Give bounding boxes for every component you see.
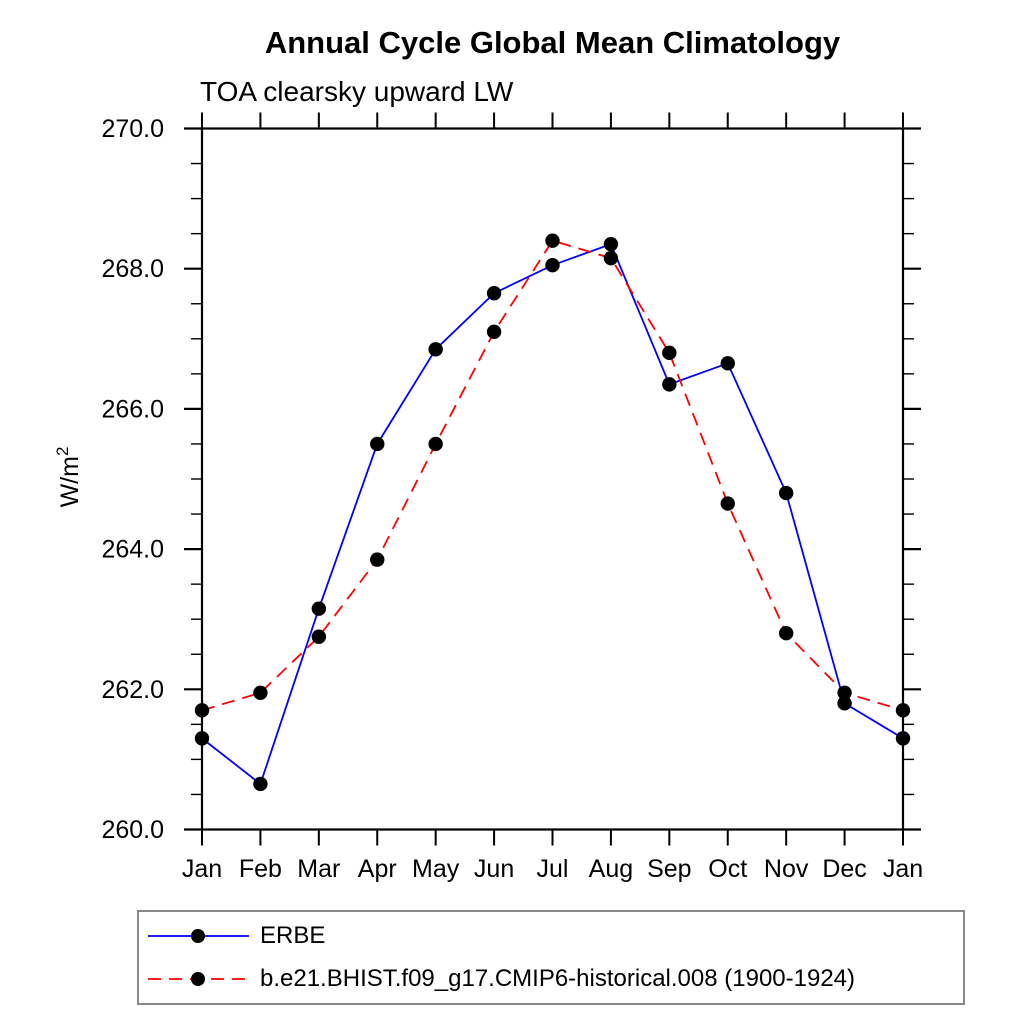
x-tick-label: Nov [764,855,809,883]
y-tick-label: 264.0 [101,536,164,564]
data-point-dot [194,731,210,746]
legend-label-erbe: ERBE [260,922,326,949]
data-point-dot [486,286,502,301]
x-tick-label: Jun [474,855,514,883]
data-point-dot [837,685,852,701]
data-point-dot [720,496,735,511]
x-tick-label: Jul [537,855,569,883]
y-tick-labels: 260.0 262.0 264.0 266.0 268.0 270.0 [101,115,164,844]
y-tick-label: 262.0 [101,676,164,704]
x-tick-labels: Jan Feb Mar Apr May Jun Jul Aug Sep Oct Nov Dec Jan [182,855,923,883]
data-point-dot [778,626,794,641]
x-tick-label: Oct [708,855,747,883]
data-point-dot [895,731,911,746]
x-tick-label: May [412,855,460,883]
series-markers-erbe [194,236,911,792]
legend-label-model: b.e21.BHIST.f09_g17.CMIP6-historical.008… [260,965,856,992]
data-point-dot [720,356,735,371]
data-point-dot [603,250,619,266]
data-point-dot [662,345,677,361]
data-point-dot [428,436,443,452]
x-tick-label: Jan [182,855,222,883]
x-tick-label: Sep [647,855,691,883]
x-axis-ticks [201,112,904,846]
legend-line-sample-solid [148,929,249,943]
data-point-dot [778,485,794,501]
x-tick-label: Jan [883,855,923,883]
x-tick-label: Aug [589,855,633,883]
series-markers-model [194,233,911,718]
x-tick-label: Feb [239,855,282,883]
y-tick-label: 268.0 [101,255,164,283]
y-axis-ticks [184,127,921,831]
y-tick-label: 266.0 [101,395,164,423]
y-axis-title: W/m2 [53,447,84,508]
data-point-dot [370,436,385,452]
data-point-dot [428,342,443,357]
data-point-dot [311,601,327,616]
chart-subtitle: TOA clearsky upward LW [200,76,514,107]
data-point-dot [603,236,619,252]
data-point-dot [545,233,560,248]
data-point-dot [895,703,911,718]
legend-item-erbe: ERBE [139,915,963,958]
series-line-erbe [201,243,904,786]
data-point-dot [662,377,677,392]
legend-item-model: b.e21.BHIST.f09_g17.CMIP6-historical.008… [139,958,963,1001]
series-line-model [201,239,904,712]
data-point-dot [545,257,560,273]
y-tick-label: 260.0 [101,816,164,844]
y-tick-label: 270.0 [101,115,164,143]
legend-marker-dot [191,972,205,986]
legend: ERBE b.e21.BHIST.f09_g17.CMIP6-historica… [137,910,965,1005]
x-tick-label: Apr [358,855,397,883]
data-point-dot [486,324,502,339]
data-point-dot [194,703,210,718]
data-point-dot [253,685,268,701]
y-axis-title-text: W/m2 [53,447,84,508]
x-tick-label: Dec [822,855,866,883]
data-point-dot [253,776,268,792]
legend-line-sample-dashed [148,972,249,986]
x-tick-label: Mar [297,855,340,883]
legend-marker-dot [191,929,205,943]
data-point-dot [311,629,327,644]
data-point-dot [370,552,385,567]
data-point-dot [837,696,852,711]
chart-title: Annual Cycle Global Mean Climatology [264,25,841,60]
